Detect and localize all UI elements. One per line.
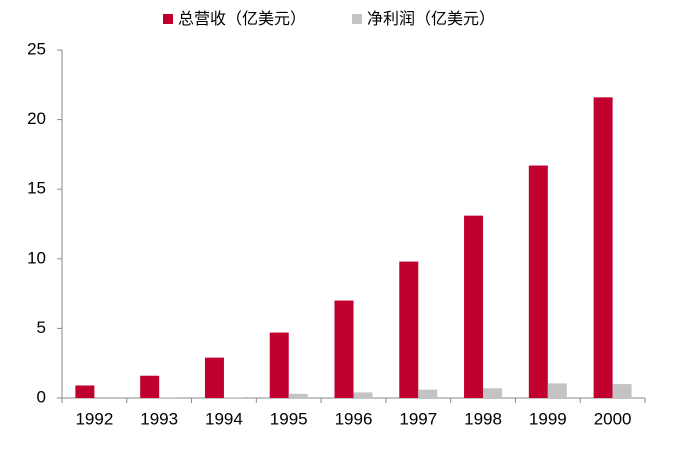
bar	[399, 261, 419, 398]
x-tick-label: 1993	[140, 409, 178, 428]
x-tick-label: 1997	[399, 409, 437, 428]
bar	[464, 215, 484, 398]
bar	[269, 332, 289, 398]
x-tick-label: 1998	[464, 409, 502, 428]
y-tick-label: 15	[27, 179, 46, 198]
legend-label: 总营收（亿美元）	[178, 10, 306, 28]
x-tick-label: 1994	[205, 409, 243, 428]
x-tick-label: 2000	[594, 409, 632, 428]
bar	[547, 383, 567, 398]
y-tick-label: 5	[37, 318, 46, 337]
y-tick-label: 10	[27, 248, 46, 267]
y-tick-label: 20	[27, 109, 46, 128]
bar	[334, 300, 354, 398]
legend-swatch	[352, 14, 362, 24]
bar	[204, 357, 224, 398]
bar	[75, 385, 95, 398]
bar	[528, 165, 548, 398]
x-tick-label: 1992	[75, 409, 113, 428]
bar	[483, 388, 503, 398]
legend: 总营收（亿美元） 净利润（亿美元）	[163, 10, 495, 28]
bar	[593, 97, 613, 398]
x-tick-label: 1996	[335, 409, 373, 428]
bar	[223, 397, 243, 398]
y-tick-label: 25	[27, 39, 46, 58]
bar	[288, 393, 308, 398]
bar	[140, 375, 160, 398]
x-tick-label: 1999	[529, 409, 567, 428]
bar	[612, 384, 632, 398]
bar	[353, 392, 373, 398]
legend-label: 净利润（亿美元）	[367, 10, 495, 28]
x-tick-label: 1995	[270, 409, 308, 428]
y-tick-label: 0	[37, 387, 46, 406]
legend-swatch	[163, 14, 173, 24]
bar	[418, 389, 438, 398]
